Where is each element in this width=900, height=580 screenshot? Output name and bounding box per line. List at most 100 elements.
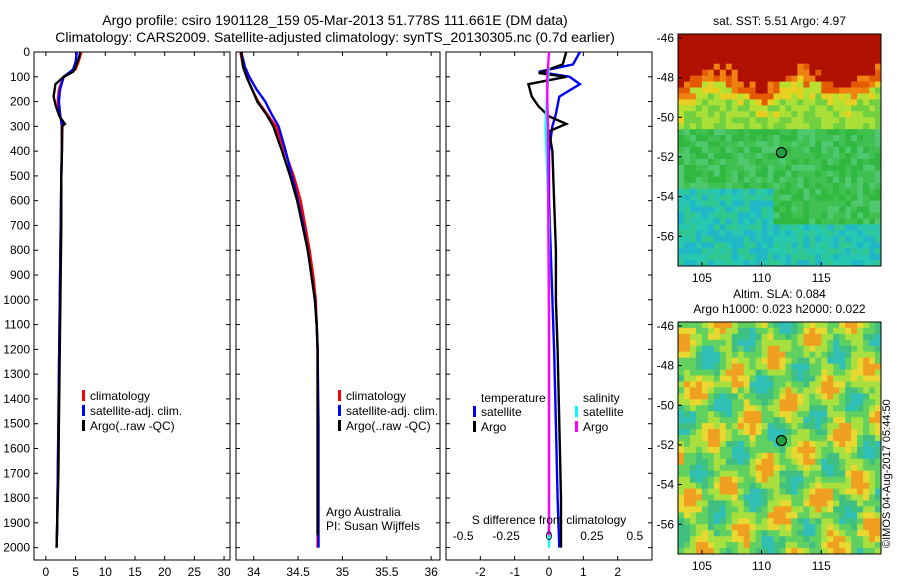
map-cell [851,260,858,266]
map-cell [797,494,804,501]
map-cell [875,387,881,394]
map-cell [797,75,804,83]
map-cell [743,452,751,460]
map-cell [827,518,834,525]
map-cell [678,327,685,335]
map-cell [791,141,798,148]
map-cell [821,158,828,166]
map-cell [815,135,822,142]
map-cell [731,351,739,359]
map-cell [833,212,840,219]
map-cell [684,530,691,537]
map-cell [821,81,828,89]
map-cell [678,470,685,478]
map-cell [749,141,757,148]
map-cell [749,200,757,208]
map-cell [707,458,715,466]
map-cell [773,164,781,172]
map-cell [707,34,715,41]
map-cell [845,476,852,484]
map-cell [845,81,852,89]
map-cell [875,123,881,130]
map-cell [749,482,757,490]
map-cell [743,194,751,202]
map-cell [833,387,840,394]
map-cell [737,405,745,412]
map-cell [719,63,727,71]
map-cell [695,411,703,418]
map-cell [767,363,775,371]
map-cell [767,206,775,213]
map-cell [755,429,763,436]
map-cell [749,117,757,124]
legend-swatch [575,421,578,432]
map-cell [737,34,745,41]
map-cell [845,254,852,261]
map-cell [707,530,715,537]
map-cell [803,170,810,178]
map-cell [821,170,828,178]
map-cell [851,542,858,549]
map-cell [779,51,787,59]
map-cell [743,111,751,118]
map-cell [857,512,864,519]
map-cell [695,141,703,148]
map-y-tick-label: -54 [657,190,675,204]
map-cell [827,482,834,490]
plot-frame [235,51,441,561]
map-cell [695,488,703,496]
map-cell [767,500,775,507]
map-cell [845,39,852,47]
map-cell [851,393,858,400]
map-cell [833,248,840,255]
map-cell [707,111,715,118]
map-cell [695,206,703,213]
map-cell [791,51,798,59]
map-cell [678,117,685,124]
map-cell [791,242,798,249]
map-cell [833,375,840,382]
map-cell [845,393,852,400]
map-cell [857,129,864,136]
map-cell [851,176,858,184]
map-cell [678,429,685,436]
map-cell [779,212,787,219]
map-cell [851,470,858,478]
map-cell [785,399,793,406]
map-cell [719,500,727,507]
map-cell [797,351,804,359]
map-cell [809,464,816,472]
map-cell [767,357,775,365]
map-cell [803,446,810,454]
map-cell [737,51,745,59]
map-cell [797,405,804,412]
map-cell [731,405,739,412]
chart-title-line-1: Argo profile: csiro 1901128_159 05-Mar-2… [102,12,568,28]
map-cell [719,57,727,65]
map-cell [725,194,733,202]
map-cell [695,188,703,196]
map-cell [701,170,709,178]
map-cell [761,158,769,166]
map-cell [821,512,828,519]
map-cell [857,141,864,148]
map-cell [761,512,769,519]
map-cell [731,57,739,65]
s-tick-label: 0.5 [626,529,643,543]
map-cell [863,381,870,388]
map-cell [785,117,793,124]
map-cell [707,105,715,112]
map-cell [719,164,727,172]
map-cell [731,423,739,430]
map-cell [773,530,781,537]
map-cell [803,464,810,472]
map-cell [767,441,775,448]
map-cell [785,230,793,237]
map-cell [719,512,727,519]
x-tick-label: 36 [424,565,438,579]
map-cell [821,200,828,208]
map-cell [731,500,739,507]
map-cell [731,375,739,382]
map-cell [767,141,775,148]
